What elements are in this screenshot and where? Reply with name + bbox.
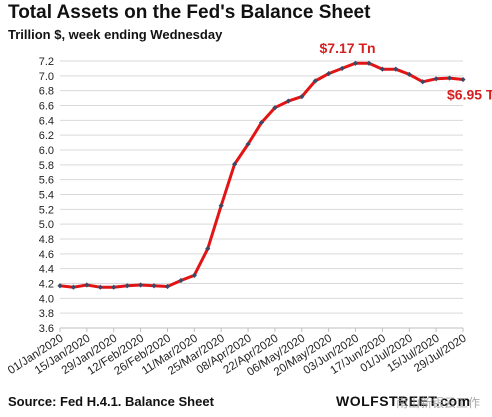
y-tick-label: 6.8	[39, 86, 54, 98]
source-note: Source: Fed H.4.1. Balance Sheet	[8, 394, 214, 409]
data-point	[70, 284, 77, 290]
data-point	[258, 119, 265, 126]
chart-subtitle: Trillion $, week ending Wednesday	[8, 27, 223, 42]
y-tick-label: 7.0	[39, 71, 54, 83]
x-axis: 01/Jan/202015/Jan/202029/Jan/202012/Feb/…	[6, 327, 469, 379]
y-tick-label: 6.4	[39, 115, 54, 127]
y-tick-label: 3.6	[39, 323, 54, 335]
annotations: $7.17 Tn $6.95 Tn	[320, 40, 492, 102]
data-point	[124, 283, 130, 289]
data-point	[218, 203, 224, 209]
y-tick-label: 4.2	[39, 279, 54, 291]
data-point	[299, 94, 305, 100]
y-tick-label: 6.2	[39, 130, 54, 142]
y-tick-label: 4.4	[39, 264, 54, 276]
y-tick-label: 3.8	[39, 308, 54, 320]
y-tick-label: 6.0	[39, 145, 54, 157]
data-point	[406, 71, 412, 77]
data-point	[379, 66, 385, 72]
data-point	[433, 76, 439, 82]
data-point	[151, 283, 157, 289]
data-point	[84, 282, 90, 288]
chart-title: Total Assets on the Fed's Balance Sheet	[8, 2, 371, 23]
y-tick-label: 5.0	[39, 219, 54, 231]
data-point	[111, 284, 117, 290]
data-point	[366, 60, 372, 66]
data-markers	[57, 60, 466, 290]
annotation-peak-value: $7.17 Tn	[320, 40, 376, 56]
data-point	[191, 272, 197, 278]
data-point	[245, 141, 251, 147]
data-point	[420, 79, 426, 85]
data-point	[326, 71, 332, 77]
watermark: 南山新银云工作	[396, 396, 481, 410]
data-point	[232, 161, 238, 167]
data-point	[312, 78, 318, 84]
y-tick-label: 5.2	[39, 204, 54, 216]
brand-logo: WOLFSTREET.com	[336, 393, 471, 409]
y-tick-label: 5.6	[39, 175, 54, 187]
data-point	[272, 105, 278, 111]
data-point	[164, 283, 171, 290]
data-point	[460, 76, 466, 83]
data-point	[285, 98, 291, 104]
data-point	[138, 282, 144, 288]
annotation-latest-value: $6.95 Tn	[447, 87, 492, 103]
y-tick-label: 5.8	[39, 160, 54, 172]
data-point	[97, 284, 103, 290]
data-point	[446, 75, 453, 81]
data-point	[352, 60, 359, 66]
y-tick-label: 4.0	[39, 293, 54, 305]
y-tick-label: 6.6	[39, 101, 54, 113]
y-tick-label: 4.8	[39, 234, 54, 246]
y-tick-label: 7.2	[39, 56, 54, 68]
gridlines	[60, 60, 463, 329]
data-point	[393, 66, 399, 72]
y-axis: 3.6 3.8 4.0 4.2 4.4 4.6 4.8 5.0 5.2 5.4 5.6 5.8 6.0 6…	[39, 56, 54, 335]
y-tick-label: 4.6	[39, 249, 54, 261]
data-point	[339, 65, 345, 72]
data-point	[178, 277, 184, 284]
data-point	[57, 283, 63, 289]
data-point	[205, 246, 211, 252]
y-tick-label: 5.4	[39, 190, 54, 202]
